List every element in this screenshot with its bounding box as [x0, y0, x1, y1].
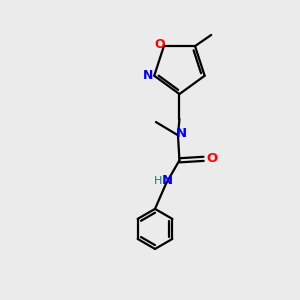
Text: N: N	[176, 127, 187, 140]
Text: N: N	[142, 69, 153, 82]
Text: O: O	[206, 152, 218, 165]
Text: O: O	[154, 38, 165, 51]
Text: N: N	[162, 174, 173, 188]
Text: H: H	[154, 176, 162, 186]
